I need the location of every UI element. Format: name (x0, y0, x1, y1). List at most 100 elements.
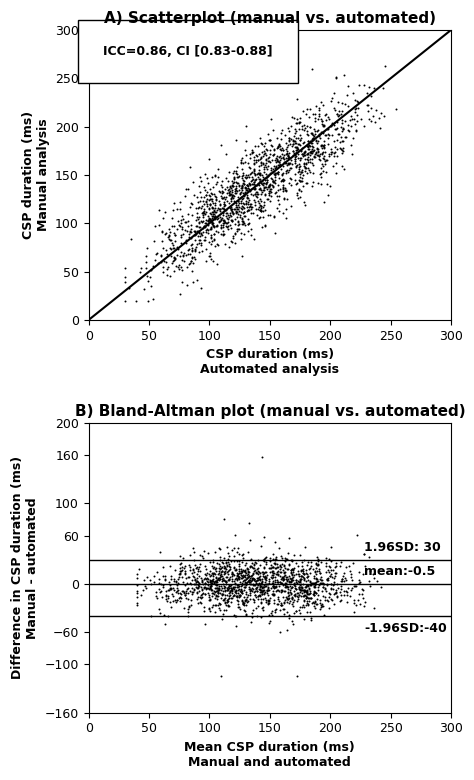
Point (217, 190, 224, 203)
Point (194, 563, 202, 576)
Point (301, 147, 308, 159)
Point (193, 575, 201, 587)
Point (204, 573, 211, 585)
Point (215, 239, 222, 251)
Point (284, 590, 292, 602)
Point (209, 577, 216, 590)
Point (288, 591, 296, 604)
Point (259, 581, 267, 594)
Point (263, 183, 271, 195)
Point (220, 228, 228, 240)
Point (238, 184, 246, 197)
Point (225, 183, 233, 195)
Point (284, 580, 292, 593)
Point (201, 234, 209, 246)
Point (280, 193, 288, 206)
Point (293, 177, 301, 190)
Point (294, 165, 302, 178)
Point (200, 195, 207, 207)
Point (246, 574, 254, 587)
Point (310, 132, 318, 144)
Point (253, 567, 261, 580)
Point (262, 147, 269, 159)
Point (210, 207, 218, 220)
Point (288, 580, 296, 593)
Point (247, 183, 255, 196)
Point (288, 564, 295, 576)
Point (144, 571, 151, 583)
Point (246, 517, 253, 530)
Point (246, 593, 254, 605)
Point (159, 561, 167, 573)
Point (186, 571, 193, 583)
Point (236, 179, 243, 191)
Point (283, 623, 291, 636)
Point (251, 157, 258, 169)
Point (238, 549, 246, 562)
Point (286, 583, 293, 596)
Point (209, 218, 217, 231)
Point (287, 573, 294, 585)
Point (241, 571, 249, 583)
Point (319, 139, 326, 151)
Point (255, 179, 263, 191)
Point (233, 569, 241, 582)
Point (339, 122, 347, 135)
Point (260, 181, 267, 193)
Point (283, 147, 291, 159)
Point (302, 592, 310, 604)
Point (154, 566, 161, 578)
Point (257, 597, 265, 609)
Point (199, 206, 207, 218)
Point (307, 606, 314, 619)
Point (238, 587, 246, 599)
Point (238, 584, 246, 597)
Point (344, 80, 352, 92)
Point (239, 174, 246, 186)
Point (322, 166, 330, 179)
Point (183, 261, 191, 274)
Point (262, 578, 270, 590)
Point (300, 123, 308, 136)
Point (240, 177, 247, 190)
Point (299, 563, 306, 576)
Point (153, 592, 161, 604)
Point (297, 132, 305, 144)
Point (207, 579, 215, 591)
Point (297, 185, 304, 197)
Point (215, 581, 223, 594)
Point (312, 100, 320, 112)
Point (321, 591, 329, 604)
Point (299, 563, 306, 576)
Point (269, 566, 277, 579)
Point (322, 556, 330, 569)
Point (256, 211, 264, 223)
Point (237, 586, 245, 598)
Point (292, 556, 300, 569)
Point (289, 600, 296, 612)
Point (258, 200, 265, 212)
Point (208, 231, 215, 243)
Point (291, 549, 298, 562)
Point (197, 226, 205, 239)
Point (294, 592, 302, 604)
Point (214, 572, 221, 584)
Point (314, 124, 321, 136)
Point (294, 152, 302, 165)
Point (159, 580, 167, 593)
Point (303, 558, 311, 571)
Point (254, 574, 261, 587)
Point (232, 564, 240, 576)
Point (213, 593, 221, 605)
Point (321, 129, 329, 141)
Point (173, 260, 180, 272)
Point (328, 146, 336, 158)
Point (332, 167, 340, 179)
Point (312, 568, 320, 580)
Point (273, 154, 281, 167)
Point (254, 188, 261, 200)
Point (166, 582, 174, 594)
Point (288, 563, 295, 576)
Point (240, 197, 247, 209)
Point (321, 583, 328, 595)
